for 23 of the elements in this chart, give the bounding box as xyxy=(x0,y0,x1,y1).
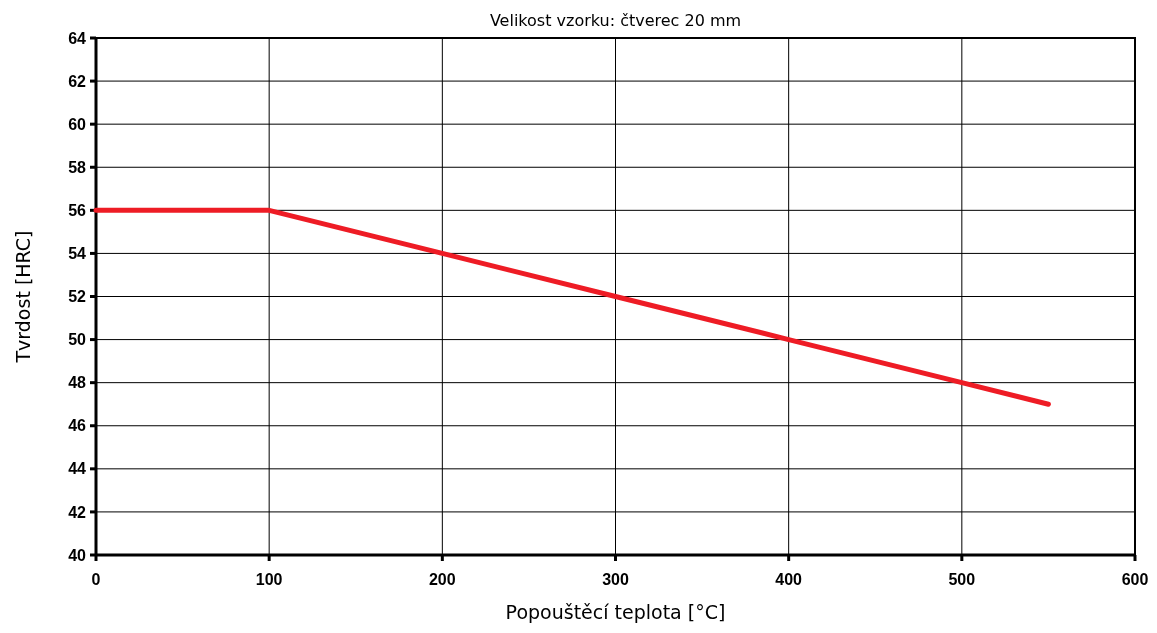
y-tick-label: 56 xyxy=(68,201,87,219)
y-tick-label: 44 xyxy=(68,460,87,478)
x-tick-label: 600 xyxy=(1121,571,1149,588)
x-tick-label: 400 xyxy=(775,571,803,588)
y-tick-label: 58 xyxy=(68,158,87,176)
x-tick-label: 200 xyxy=(428,571,456,588)
x-tick-label: 300 xyxy=(602,571,629,588)
y-tick-label: 48 xyxy=(68,374,87,392)
x-axis-title: Popouštěcí teplota [°C] xyxy=(505,601,726,623)
chart-title: Velikost vzorku: čtverec 20 mm xyxy=(489,11,742,30)
y-tick-label: 64 xyxy=(68,29,87,47)
y-tick-label: 42 xyxy=(68,503,87,521)
x-tick-label: 500 xyxy=(948,571,976,588)
y-tick-label: 50 xyxy=(68,331,87,349)
x-tick-label: 0 xyxy=(91,571,101,588)
y-axis-title: Tvrdost [HRC] xyxy=(12,230,34,364)
y-tick-label: 54 xyxy=(68,245,87,263)
y-tick-label: 40 xyxy=(68,546,87,564)
y-tick-label: 46 xyxy=(68,417,87,435)
x-tick-label: 100 xyxy=(255,571,283,588)
y-tick-label: 60 xyxy=(68,115,87,133)
y-tick-label: 62 xyxy=(68,72,87,90)
y-tick-label: 52 xyxy=(68,288,87,306)
